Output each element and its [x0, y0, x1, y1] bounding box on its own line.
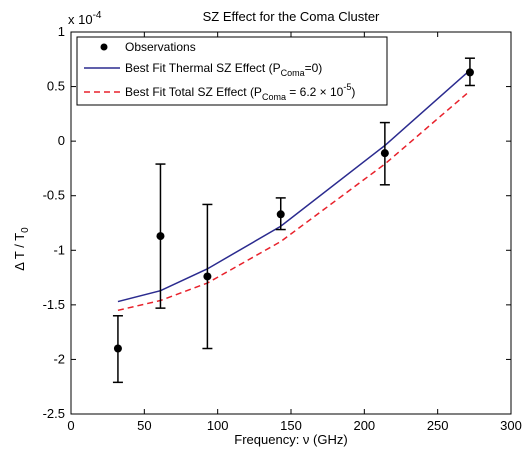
- observation-point: [156, 232, 165, 241]
- y-axis-label-sub: 0: [20, 227, 31, 233]
- y-axis-label-group: Δ T / T0: [12, 227, 31, 271]
- x-tick-label: 0: [67, 418, 74, 433]
- y-tick-label: 0: [58, 133, 65, 148]
- legend-total-label: Best Fit Total SZ Effect (PComa = 6.2 × …: [125, 82, 355, 102]
- legend-observations-marker: [100, 43, 108, 51]
- legend-observations-label: Observations: [125, 40, 196, 54]
- x-axis-label: Frequency: ν (GHz): [234, 432, 347, 447]
- total-fit-line: [117, 90, 471, 312]
- y-tick-label: -0.5: [43, 188, 65, 203]
- y-scale-exp: -4: [93, 10, 102, 21]
- observation-point: [465, 68, 474, 77]
- y-tick-label: -1.5: [43, 297, 65, 312]
- x-tick-label: 150: [280, 418, 302, 433]
- thermal-fit-line: [117, 69, 471, 303]
- x-tick-label: 200: [353, 418, 375, 433]
- y-scale-base: x 10: [68, 12, 93, 27]
- legend-box: [76, 36, 388, 106]
- y-scale-multiplier: x 10-4: [68, 10, 102, 27]
- observation-point: [276, 210, 285, 219]
- chart-title: SZ Effect for the Coma Cluster: [203, 9, 380, 24]
- x-tick-label: 250: [427, 418, 449, 433]
- observation-point: [380, 149, 389, 158]
- observation-point: [203, 272, 212, 281]
- legend: Observations Best Fit Thermal SZ Effect …: [76, 36, 388, 106]
- x-tick-label: 300: [500, 418, 522, 433]
- x-tick-label: 50: [137, 418, 151, 433]
- y-axis-label-main: Δ T / T: [12, 233, 27, 271]
- observation-point: [113, 344, 122, 353]
- legend-thermal-label: Best Fit Thermal SZ Effect (PComa=0): [125, 61, 322, 78]
- y-axis-label: Δ T / T0: [12, 227, 31, 271]
- x-tick-label: 100: [207, 418, 229, 433]
- observations-layer: [112, 57, 475, 384]
- y-tick-label: 1: [58, 24, 65, 39]
- y-tick-label: 0.5: [47, 79, 65, 94]
- y-tick-label: -2: [53, 351, 65, 366]
- series-layer: [117, 69, 471, 312]
- y-tick-label: -1: [53, 242, 65, 257]
- y-tick-label: -2.5: [43, 406, 65, 421]
- axis-ticks: 0 50 100 150 200 250 300 -2.5 -2 -1.5 -1 -0.5 0 0.5 1: [43, 24, 522, 433]
